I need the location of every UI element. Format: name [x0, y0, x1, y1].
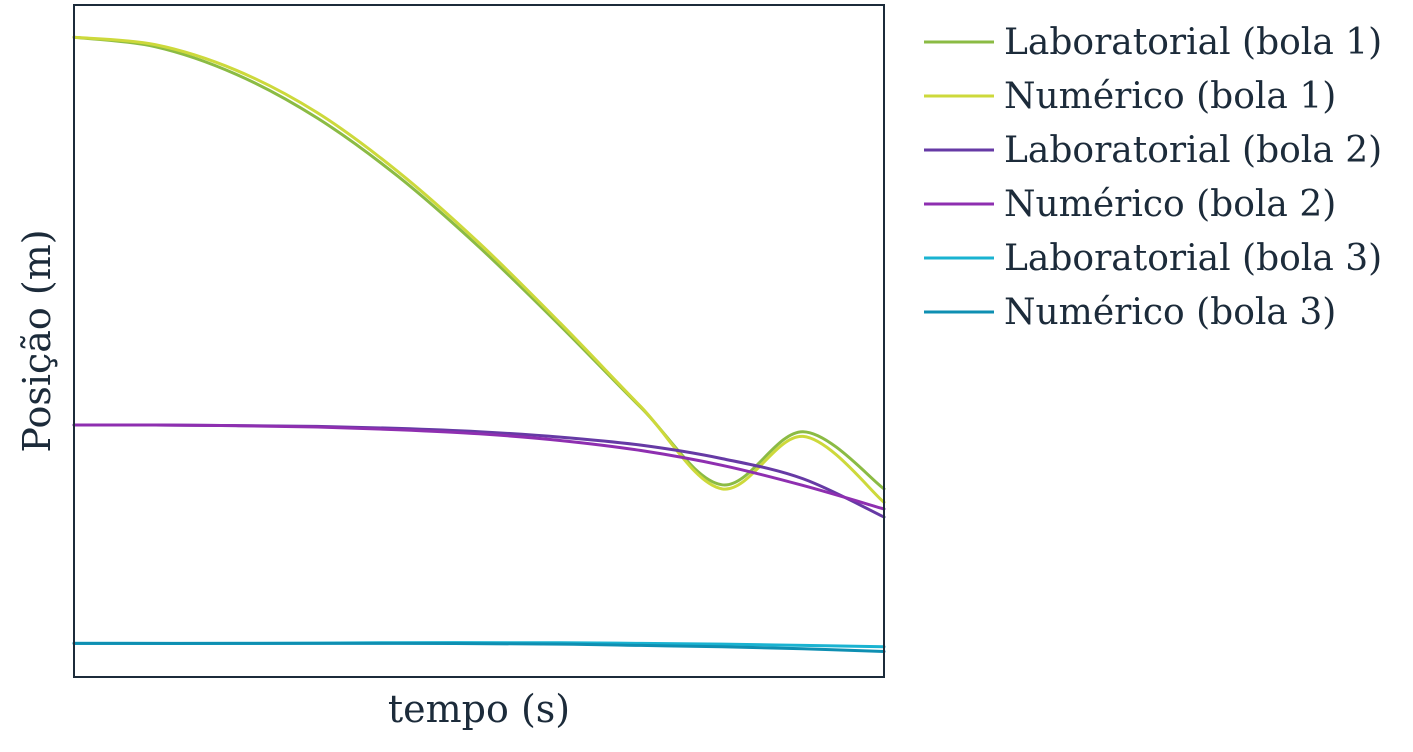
plot-area-background — [74, 5, 884, 677]
legend-label-4: Numérico (bola 2) — [1004, 184, 1336, 225]
legend-item-5: Laboratorial (bola 3) — [924, 238, 1382, 279]
legend-item-3: Laboratorial (bola 2) — [924, 130, 1382, 171]
legend-label-1: Laboratorial (bola 1) — [1004, 22, 1382, 63]
x-axis-label: tempo (s) — [388, 687, 570, 731]
legend-label-5: Laboratorial (bola 3) — [1004, 238, 1382, 279]
series-line-1 — [72, 35, 886, 491]
series-line-2 — [72, 35, 886, 504]
legend-item-4: Numérico (bola 2) — [924, 184, 1336, 225]
series-layer — [72, 35, 886, 653]
legend-item-2: Numérico (bola 1) — [924, 76, 1336, 117]
series-line-6 — [72, 641, 886, 653]
legend-item-6: Numérico (bola 3) — [924, 292, 1336, 333]
legend-label-3: Laboratorial (bola 2) — [1004, 130, 1382, 171]
series-line-4 — [72, 423, 886, 511]
legend-item-1: Laboratorial (bola 1) — [924, 22, 1382, 63]
legend-label-6: Numérico (bola 3) — [1004, 292, 1336, 333]
plot-frame — [73, 4, 885, 678]
legend: Laboratorial (bola 1) Numérico (bola 1) La… — [924, 22, 1382, 333]
y-axis-label: Posição (m) — [15, 229, 59, 452]
legend-label-2: Numérico (bola 1) — [1004, 76, 1336, 117]
